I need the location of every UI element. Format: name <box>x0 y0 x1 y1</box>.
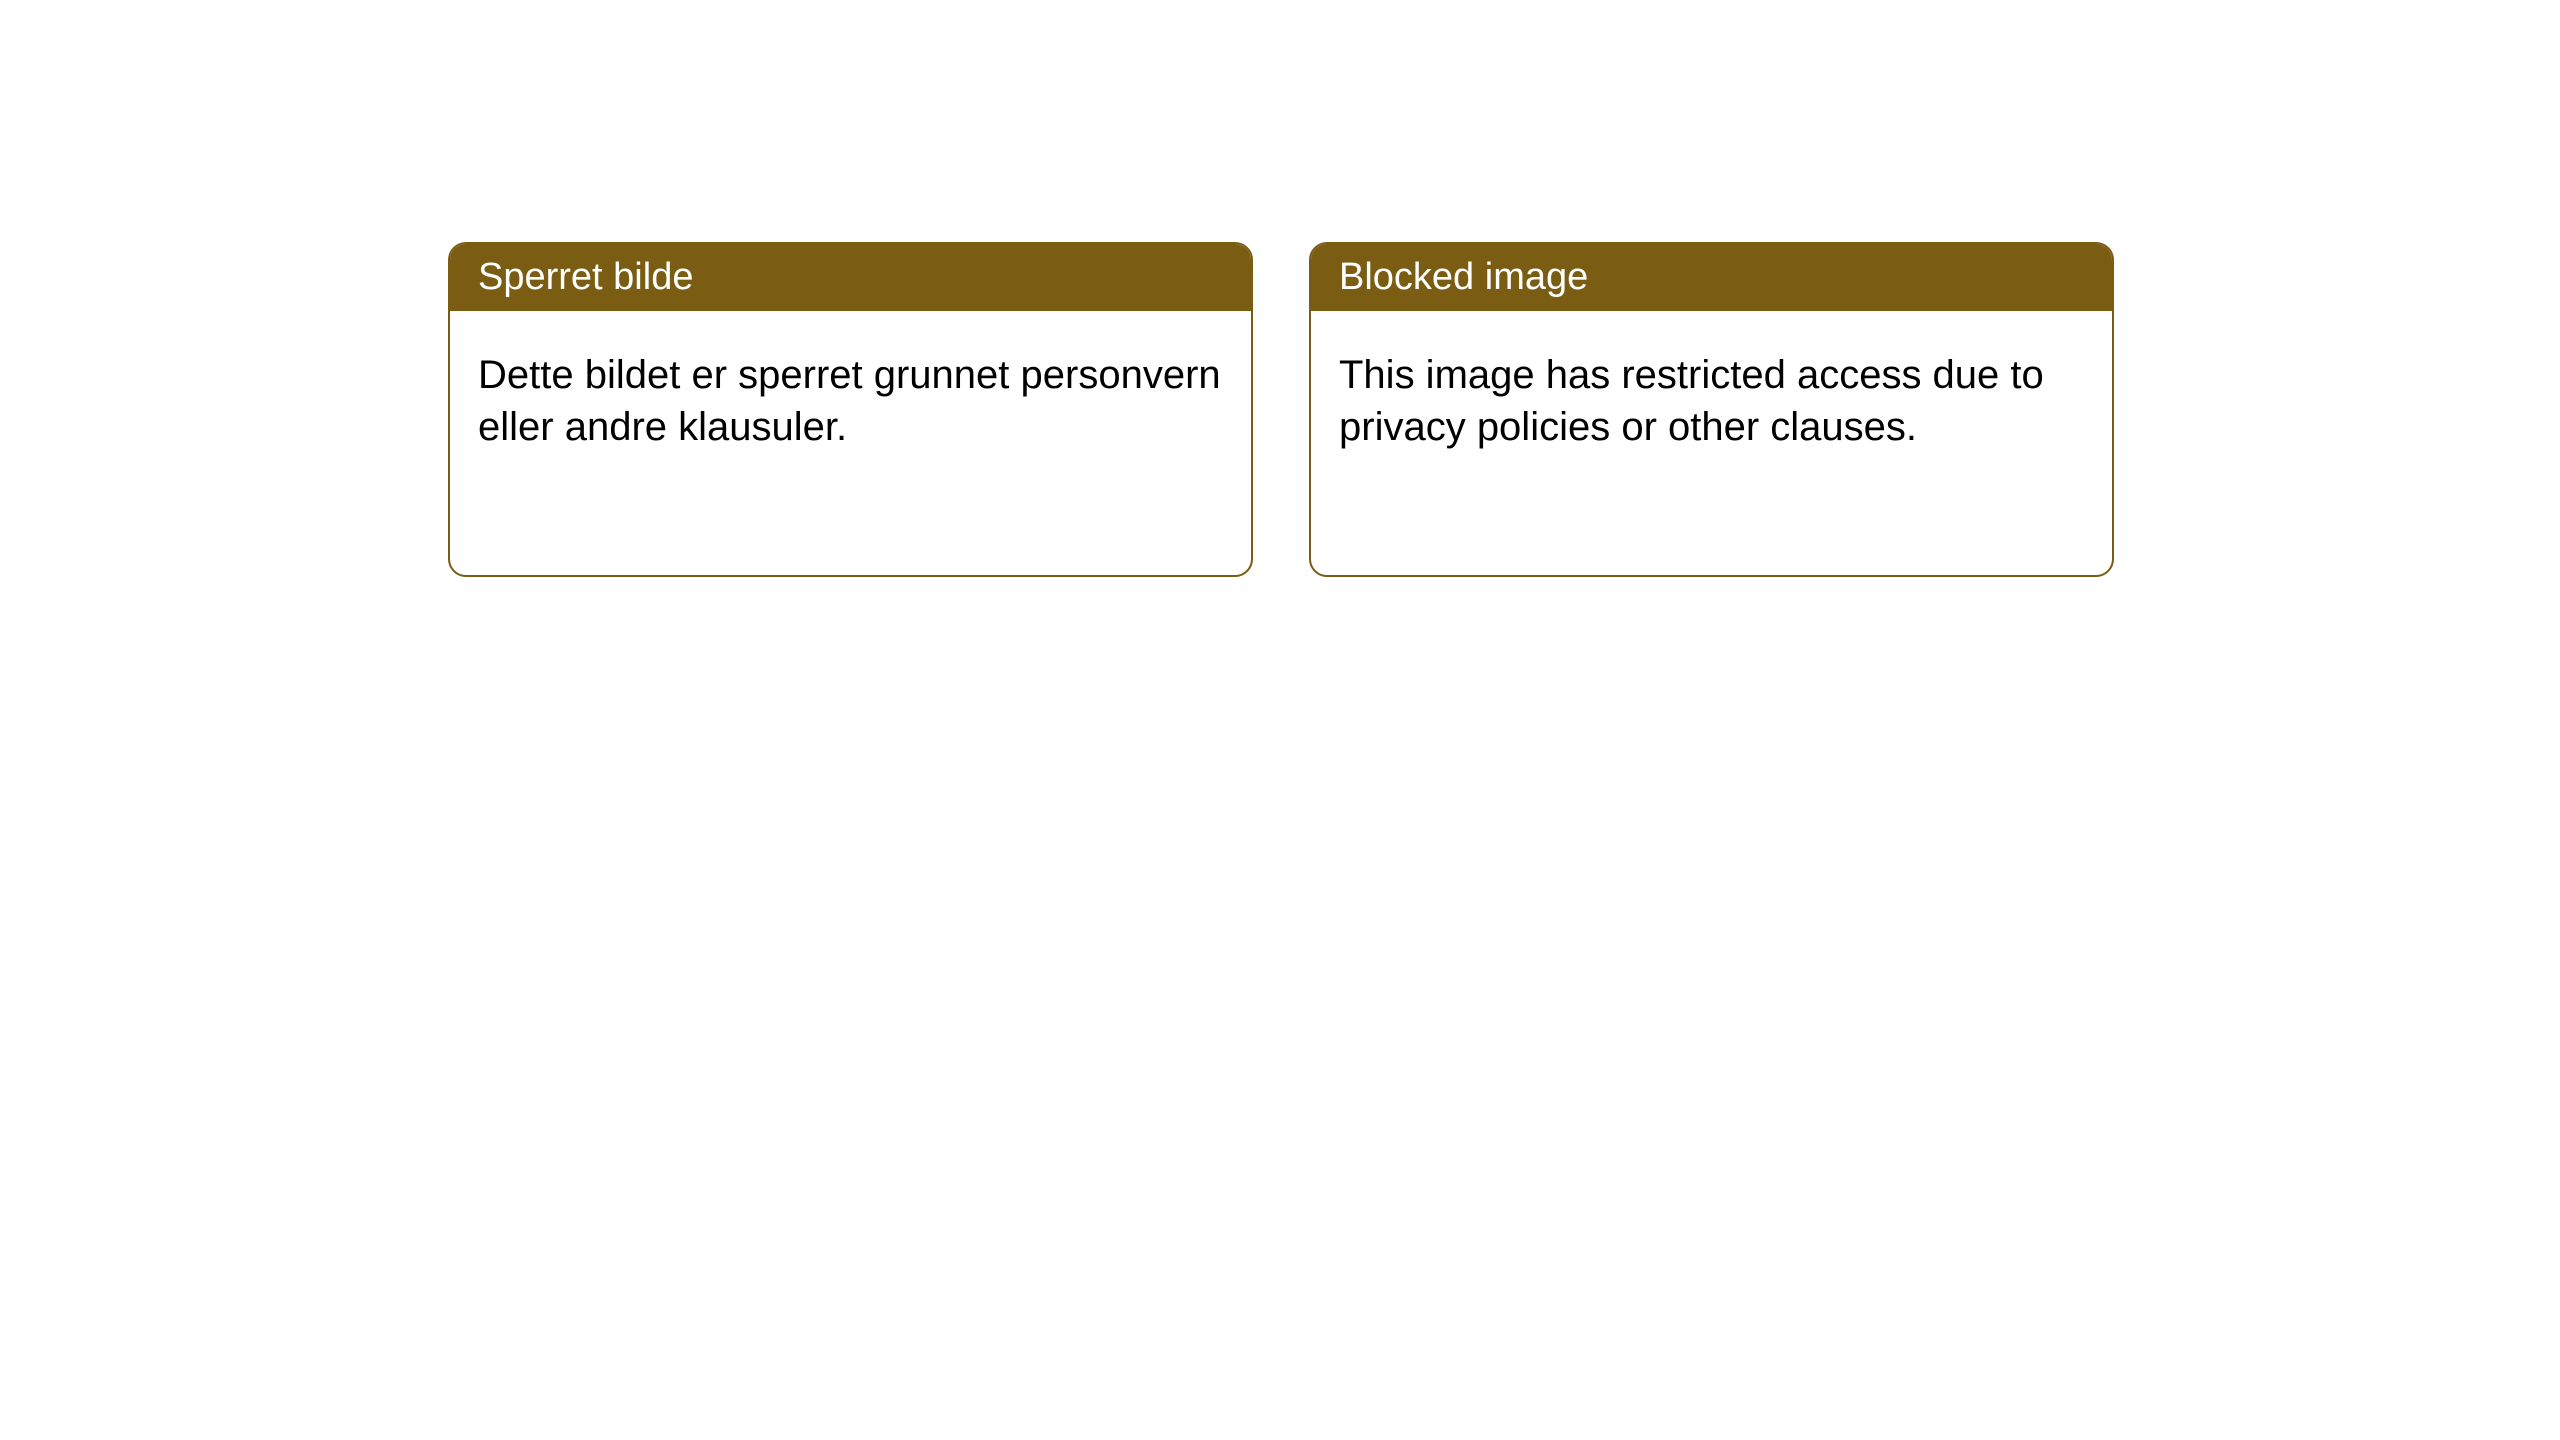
notice-card-english: Blocked image This image has restricted … <box>1309 242 2114 577</box>
card-title: Sperret bilde <box>450 244 1251 311</box>
card-title: Blocked image <box>1311 244 2112 311</box>
notice-container: Sperret bilde Dette bildet er sperret gr… <box>448 242 2114 577</box>
notice-card-norwegian: Sperret bilde Dette bildet er sperret gr… <box>448 242 1253 577</box>
card-body-text: This image has restricted access due to … <box>1311 311 2112 491</box>
card-body-text: Dette bildet er sperret grunnet personve… <box>450 311 1251 491</box>
